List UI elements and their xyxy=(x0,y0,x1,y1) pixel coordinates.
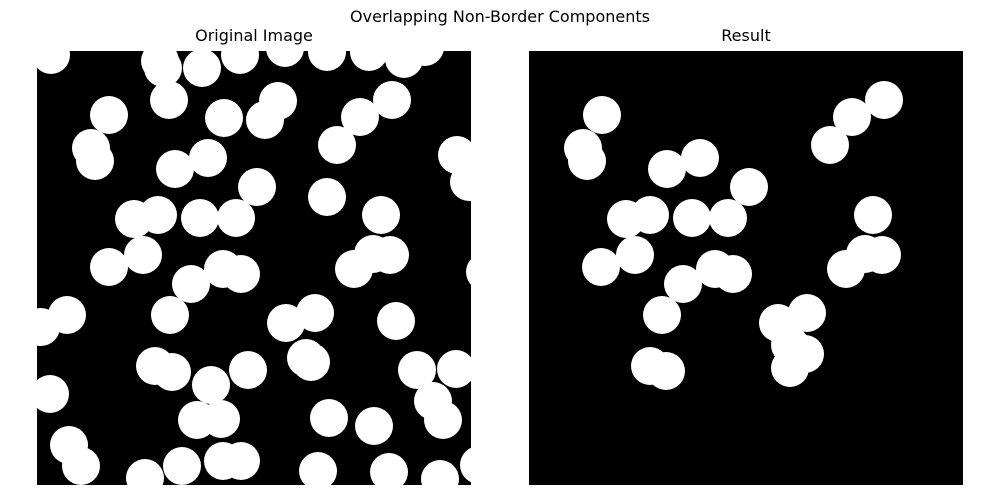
original-blob xyxy=(62,447,100,485)
original-blob xyxy=(437,350,471,388)
original-blob xyxy=(266,51,304,67)
original-blob xyxy=(308,178,346,216)
original-image-title: Original Image xyxy=(195,26,313,45)
original-blob xyxy=(370,453,408,485)
result-blob xyxy=(681,139,719,177)
result-blob xyxy=(788,294,826,332)
original-blob xyxy=(150,81,188,119)
original-blob xyxy=(460,447,471,483)
original-blob xyxy=(202,400,240,438)
original-blob xyxy=(144,51,182,87)
result-blob xyxy=(648,150,686,188)
result-blob xyxy=(582,248,620,286)
original-blob xyxy=(90,96,128,134)
result-blob xyxy=(664,265,702,303)
result-blob xyxy=(643,296,681,334)
original-blob xyxy=(371,236,409,274)
original-blob xyxy=(355,407,393,445)
original-blob xyxy=(308,51,346,71)
original-blob xyxy=(192,366,230,404)
result-blob xyxy=(854,196,892,234)
original-blob xyxy=(163,447,201,485)
original-blob xyxy=(205,99,243,137)
original-blob xyxy=(222,442,260,480)
result-blob xyxy=(631,196,669,234)
original-blob xyxy=(156,150,194,188)
result-blob xyxy=(583,96,621,134)
result-blob xyxy=(865,81,903,119)
original-blob xyxy=(421,460,459,485)
original-blob xyxy=(181,199,219,237)
original-blob xyxy=(267,304,305,342)
original-blob xyxy=(296,294,334,332)
original-blob xyxy=(238,168,276,206)
original-blob xyxy=(221,51,259,74)
result-blob xyxy=(786,335,824,373)
original-blob xyxy=(139,196,177,234)
original-blob xyxy=(222,255,260,293)
result-blob xyxy=(673,199,711,237)
original-blob xyxy=(292,343,330,381)
original-blob xyxy=(373,81,411,119)
result-blob xyxy=(714,255,752,293)
original-blob xyxy=(450,163,471,201)
original-blob xyxy=(362,196,400,234)
result-title: Result xyxy=(721,26,771,45)
original-blob xyxy=(76,142,114,180)
original-blob xyxy=(406,51,444,66)
original-image-panel xyxy=(37,51,471,485)
original-blob xyxy=(37,375,69,413)
original-blob xyxy=(90,248,128,286)
result-blob xyxy=(709,199,747,237)
original-blob xyxy=(229,351,267,389)
result-blob xyxy=(863,236,901,274)
original-blob xyxy=(350,51,388,71)
original-blob xyxy=(398,351,436,389)
original-blob xyxy=(189,139,227,177)
original-blob xyxy=(424,401,462,439)
original-blob xyxy=(246,101,284,139)
result-blob xyxy=(647,352,685,390)
result-blob xyxy=(811,126,849,164)
original-blob xyxy=(310,399,348,437)
result-blob xyxy=(616,236,654,274)
original-blob xyxy=(37,51,70,74)
original-blob xyxy=(124,236,162,274)
original-blob xyxy=(183,51,221,87)
original-blob xyxy=(126,459,164,485)
result-blob xyxy=(568,142,606,180)
original-blob xyxy=(217,199,255,237)
original-blob xyxy=(341,98,379,136)
figure-title: Overlapping Non-Border Components xyxy=(350,7,650,26)
result-blob xyxy=(833,98,871,136)
original-blob xyxy=(151,296,189,334)
original-blob xyxy=(153,353,191,391)
original-blob xyxy=(377,302,415,340)
result-blob xyxy=(730,168,768,206)
original-blob xyxy=(48,296,86,334)
original-blob xyxy=(299,452,337,485)
original-blob xyxy=(466,259,471,285)
original-blob xyxy=(318,126,356,164)
original-blob xyxy=(172,265,210,303)
result-image-panel xyxy=(529,51,963,485)
